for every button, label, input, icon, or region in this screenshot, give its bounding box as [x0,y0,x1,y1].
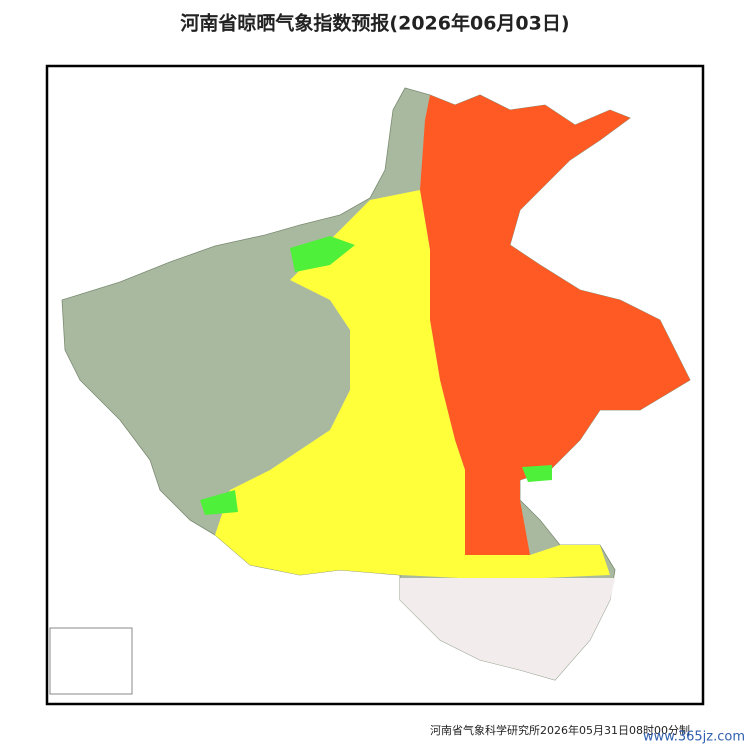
title: 河南省晾晒气象指数预报(2026年06月03日) [180,12,569,35]
footer: 河南省气象科学研究所2026年05月31日08时00分制 [430,723,690,737]
region-suitable [290,236,355,272]
region-suitable [522,465,552,482]
region-south [400,578,615,680]
region-fair [215,190,610,580]
watermark: www.365jz.com [643,730,745,745]
legend-box [49,627,133,695]
region-suitable [200,490,238,515]
region-unsuitable [420,95,690,555]
